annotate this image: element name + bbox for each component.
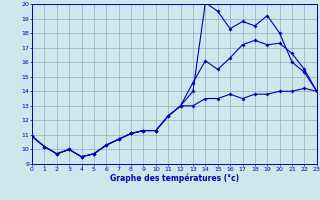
X-axis label: Graphe des températures (°c): Graphe des températures (°c) — [110, 173, 239, 183]
